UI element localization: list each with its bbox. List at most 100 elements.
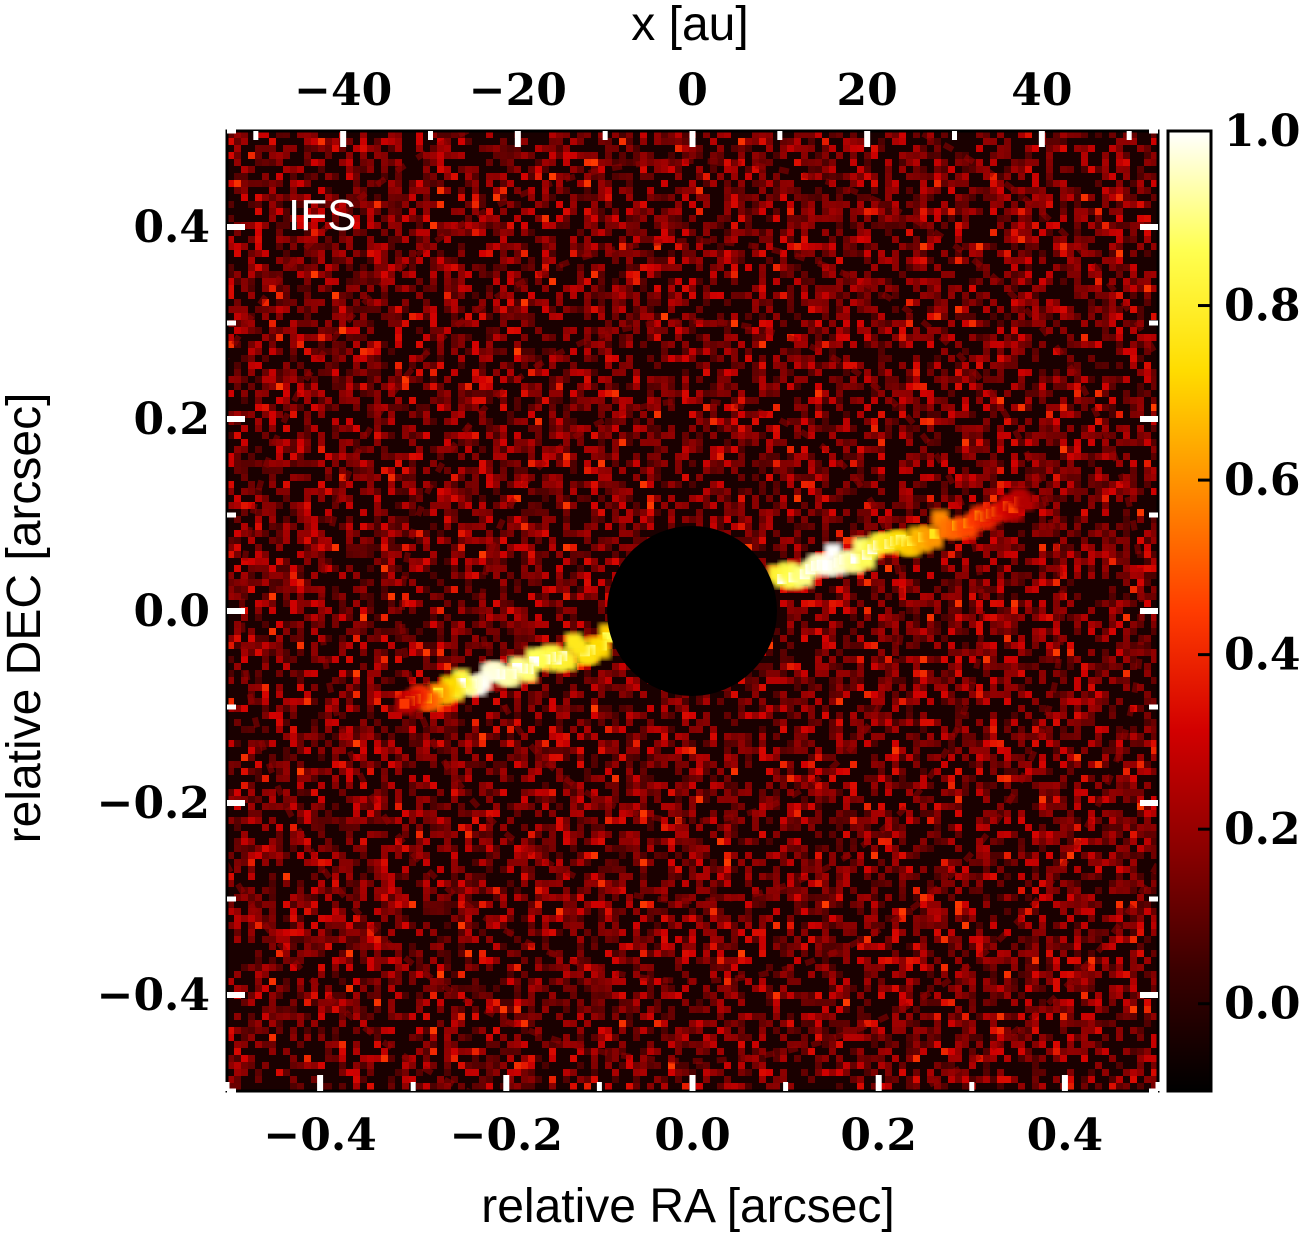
noise-pixel [472, 341, 479, 348]
noise-pixel [346, 166, 353, 173]
noise-pixel [416, 565, 423, 572]
noise-pixel [787, 138, 794, 145]
noise-pixel [367, 285, 374, 292]
noise-pixel [430, 446, 437, 453]
noise-pixel [430, 180, 437, 187]
noise-pixel [1102, 173, 1109, 180]
noise-pixel [969, 481, 976, 488]
noise-pixel [598, 481, 605, 488]
noise-pixel [528, 313, 535, 320]
noise-pixel [857, 173, 864, 180]
noise-pixel [843, 600, 850, 607]
noise-pixel [1130, 271, 1137, 278]
noise-pixel [388, 215, 395, 222]
noise-pixel [1053, 474, 1060, 481]
noise-pixel [619, 523, 626, 530]
noise-pixel [983, 495, 990, 502]
noise-pixel [479, 348, 486, 355]
noise-pixel [542, 250, 549, 257]
noise-pixel [1032, 523, 1039, 530]
noise-pixel [703, 495, 710, 502]
noise-pixel [598, 159, 605, 166]
noise-pixel [766, 229, 773, 236]
noise-pixel [234, 152, 241, 159]
noise-pixel [563, 453, 570, 460]
noise-pixel [1137, 404, 1144, 411]
noise-pixel [1074, 495, 1081, 502]
noise-pixel [374, 376, 381, 383]
noise-pixel [626, 320, 633, 327]
noise-pixel [444, 397, 451, 404]
noise-pixel [612, 285, 619, 292]
noise-pixel [367, 348, 374, 355]
noise-pixel [780, 180, 787, 187]
noise-pixel [822, 299, 829, 306]
noise-pixel [1004, 173, 1011, 180]
noise-pixel [899, 579, 906, 586]
noise-pixel [647, 187, 654, 194]
noise-pixel [444, 173, 451, 180]
noise-pixel [969, 579, 976, 586]
noise-pixel [934, 173, 941, 180]
noise-pixel [1025, 208, 1032, 215]
noise-pixel [682, 138, 689, 145]
noise-pixel [444, 278, 451, 285]
noise-pixel [570, 138, 577, 145]
noise-pixel [1130, 397, 1137, 404]
noise-pixel [710, 383, 717, 390]
noise-pixel [619, 369, 626, 376]
noise-pixel [892, 257, 899, 264]
noise-pixel [486, 341, 493, 348]
noise-pixel [990, 138, 997, 145]
noise-pixel [850, 250, 857, 257]
noise-pixel [913, 397, 920, 404]
noise-pixel [556, 138, 563, 145]
noise-pixel [318, 481, 325, 488]
noise-pixel [465, 446, 472, 453]
noise-pixel [1046, 488, 1053, 495]
noise-pixel [535, 558, 542, 565]
noise-pixel [549, 376, 556, 383]
noise-pixel [297, 383, 304, 390]
noise-pixel [836, 222, 843, 229]
noise-pixel [955, 376, 962, 383]
noise-pixel [409, 411, 416, 418]
noise-pixel [423, 285, 430, 292]
noise-pixel [955, 159, 962, 166]
noise-pixel [276, 201, 283, 208]
noise-pixel [976, 187, 983, 194]
noise-pixel [465, 222, 472, 229]
noise-pixel [584, 327, 591, 334]
noise-pixel [318, 327, 325, 334]
noise-pixel [689, 460, 696, 467]
noise-pixel [388, 222, 395, 229]
noise-pixel [955, 173, 962, 180]
noise-pixel [976, 544, 983, 551]
noise-pixel [1144, 173, 1151, 180]
noise-pixel [521, 530, 528, 537]
noise-pixel [465, 201, 472, 208]
noise-pixel [801, 334, 808, 341]
noise-pixel [584, 131, 591, 138]
noise-pixel [416, 313, 423, 320]
noise-pixel [584, 467, 591, 474]
noise-pixel [717, 145, 724, 152]
noise-pixel [444, 145, 451, 152]
noise-pixel [976, 334, 983, 341]
noise-pixel [850, 593, 857, 600]
noise-pixel [577, 551, 584, 558]
noise-pixel [962, 425, 969, 432]
noise-pixel [381, 558, 388, 565]
noise-pixel [381, 551, 388, 558]
noise-pixel [913, 453, 920, 460]
noise-pixel [1081, 236, 1088, 243]
noise-pixel [745, 355, 752, 362]
noise-pixel [626, 257, 633, 264]
noise-pixel [1004, 229, 1011, 236]
noise-pixel [1039, 278, 1046, 285]
noise-pixel [801, 152, 808, 159]
noise-pixel [1039, 341, 1046, 348]
noise-pixel [1095, 341, 1102, 348]
noise-pixel [486, 243, 493, 250]
noise-pixel [850, 208, 857, 215]
